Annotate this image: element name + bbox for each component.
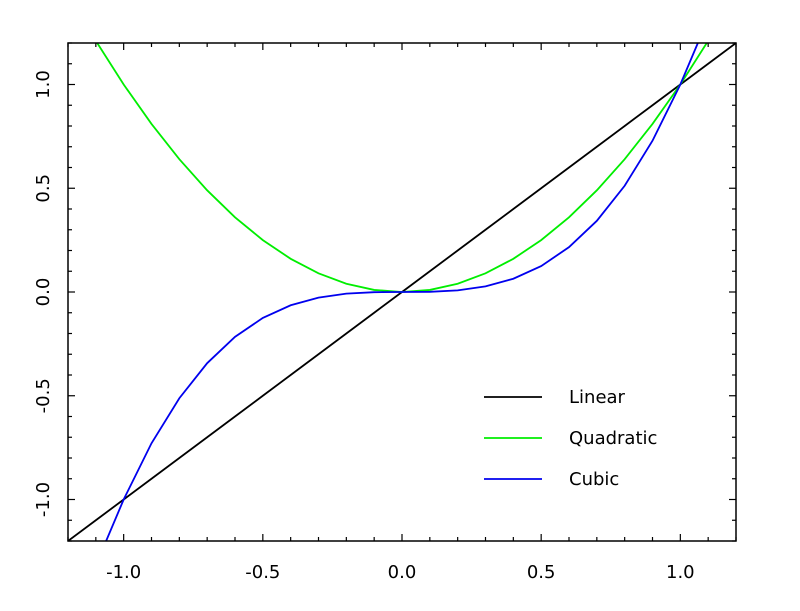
x-tick-label: 0.5 [527, 562, 556, 583]
plot-area [68, 43, 736, 541]
x-tick-label: 1.0 [666, 562, 695, 583]
plot-frame [67, 42, 737, 542]
x-tick-label: 0.0 [388, 562, 417, 583]
y-tick-label: 0.5 [33, 174, 54, 203]
legend-label-linear: Linear [569, 387, 626, 408]
series-line-quadratic [96, 43, 708, 293]
legend: Linear Quadratic Cubic [484, 387, 657, 490]
y-tick-label: 1.0 [33, 70, 54, 99]
series-line-cubic [105, 43, 699, 541]
x-axis-tick-labels: -1.0 -0.5 0.0 0.5 1.0 [106, 562, 695, 583]
x-tick-label: -1.0 [106, 562, 141, 583]
y-axis-tick-labels: -1.0 -0.5 0.0 0.5 1.0 [33, 70, 54, 517]
legend-label-quadratic: Quadratic [569, 428, 657, 449]
legend-label-cubic: Cubic [569, 469, 619, 490]
y-tick-label: 0.0 [33, 278, 54, 307]
y-tick-label: -1.0 [33, 482, 54, 517]
x-tick-label: -0.5 [245, 562, 280, 583]
y-tick-label: -0.5 [33, 378, 54, 413]
